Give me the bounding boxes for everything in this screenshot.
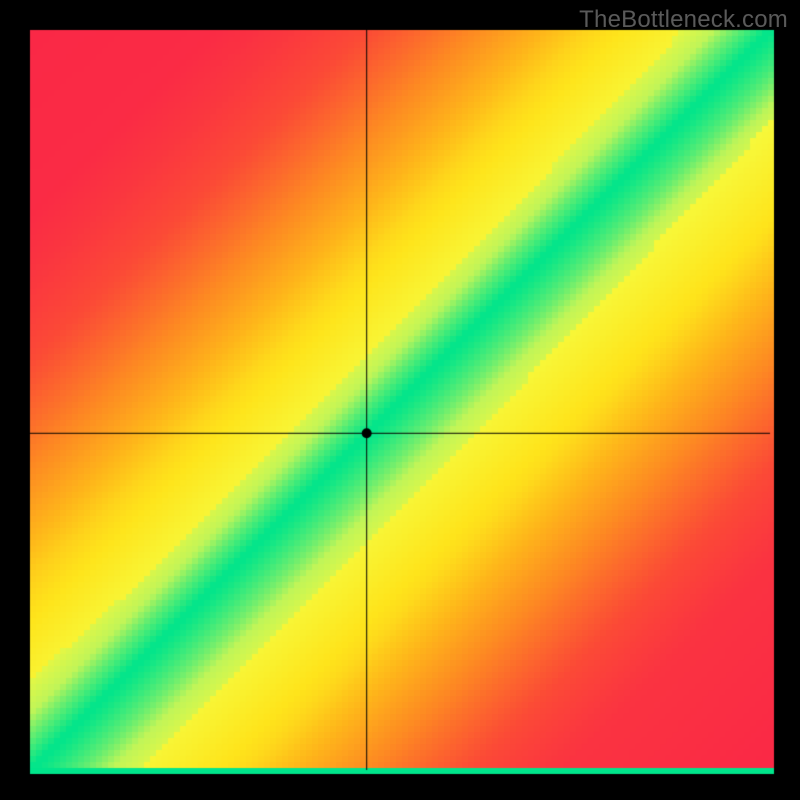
chart-container: TheBottleneck.com (0, 0, 800, 800)
watermark-text: TheBottleneck.com (579, 6, 788, 34)
bottleneck-heatmap (0, 0, 800, 800)
